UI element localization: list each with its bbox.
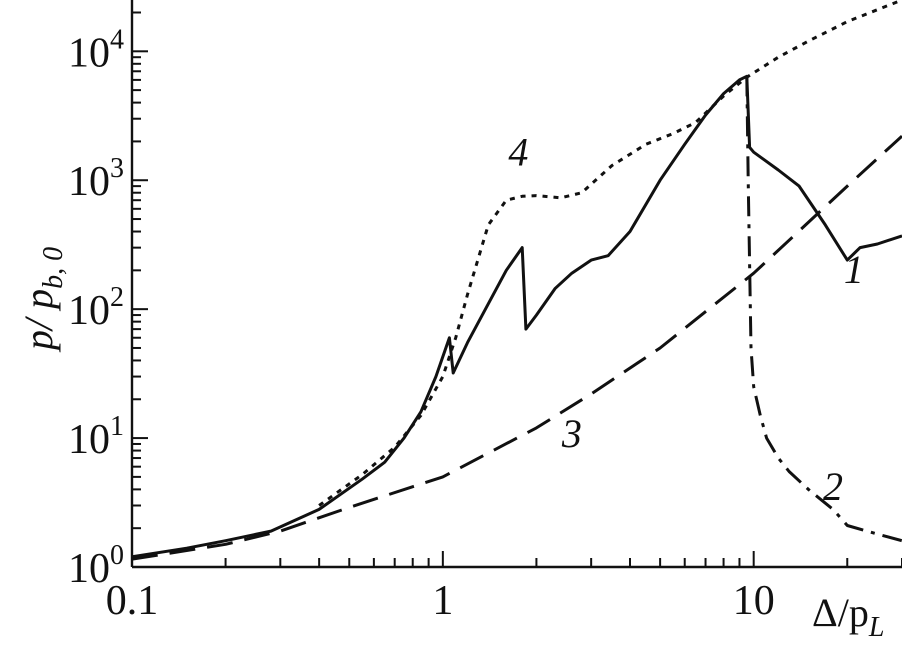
x-tick-label: 10 [733,578,775,624]
y-tick-label: 100 [68,540,124,592]
curve-4-line [318,0,902,507]
curve-3-line [132,134,902,561]
x-tick-label: 1 [432,578,453,624]
x-tick-label: 0.1 [106,578,159,624]
curve-labels: 4 1 3 2 [508,130,863,510]
curve-1-label: 1 [844,247,864,292]
curve-2-label: 2 [823,464,843,509]
y-tick-label: 101 [68,411,124,463]
x-axis-label-main: Δ/p [812,590,869,635]
y-axis-label-sub: b, 0 [38,247,69,289]
y-axis-label: p/ pb, 0 [16,247,69,353]
ticks [131,11,902,568]
x-axis-label-sub: L [868,612,885,643]
curve-4-label: 4 [508,130,528,175]
x-axis-label: Δ/pL [812,590,884,643]
y-tick-label: 104 [68,24,124,76]
axes [130,0,902,569]
curve-2-line [745,76,902,543]
tick-labels: 0.1 1 10 100 101 102 103 104 [68,24,775,624]
y-axis-label-main: p/ p [16,289,61,353]
curve-1-line [132,74,902,559]
curve-3-label: 3 [561,411,582,456]
curves [132,0,902,561]
y-tick-label: 102 [68,282,124,334]
y-tick-label: 103 [68,153,124,205]
